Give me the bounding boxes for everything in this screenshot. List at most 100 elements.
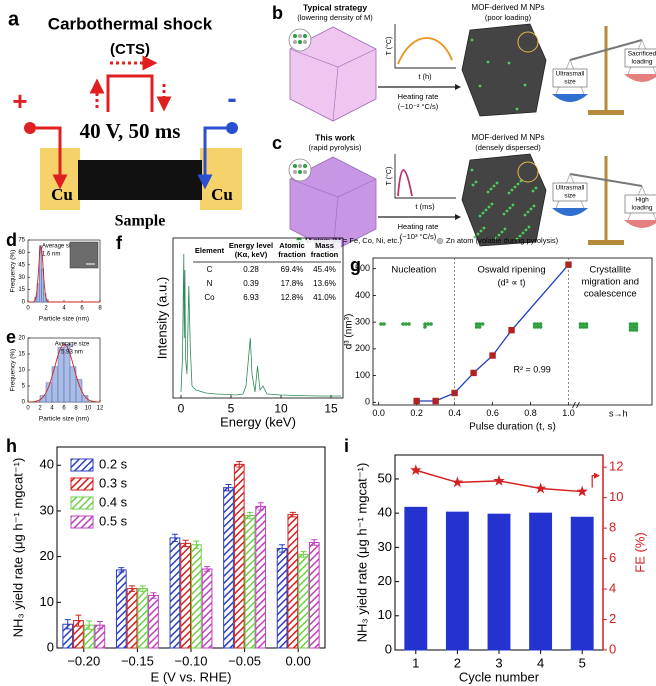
table-cell: 6.93 — [243, 293, 259, 302]
bar — [233, 463, 245, 649]
error-bar — [96, 621, 103, 630]
x-tick-label: −0.05 — [228, 654, 261, 669]
pan-label: loading — [632, 205, 653, 212]
cluster-atom — [477, 325, 482, 329]
y-tick-label: 40 — [40, 457, 54, 472]
nanoparticle — [497, 233, 501, 237]
cluster-atom — [535, 325, 540, 329]
nanoparticle — [474, 180, 478, 184]
error-bar — [225, 483, 232, 492]
y-tick-label: 10 — [18, 368, 25, 374]
table-header: Element — [195, 246, 225, 255]
x-tick-label: 15 — [324, 402, 338, 416]
nanoparticle — [490, 202, 494, 206]
y-tick-label: 15 — [18, 352, 25, 358]
y-tick-label: 30 — [40, 502, 54, 517]
cluster-atom — [538, 322, 543, 326]
error-bar — [193, 540, 200, 549]
strategy-title: This work — [315, 132, 355, 142]
region-label: Oswald ripening — [477, 265, 545, 276]
sample-label: Sample — [115, 213, 166, 230]
cluster-atom — [631, 328, 636, 332]
y-tick-label: 45 — [18, 262, 25, 268]
cluster-atom — [634, 322, 639, 326]
nanoparticle — [523, 83, 527, 87]
cluster-atom — [480, 322, 485, 326]
y-axis-label: d³ (nm³) — [344, 314, 355, 350]
data-point — [565, 261, 572, 268]
nanoparticle — [518, 234, 522, 238]
x-tick-label: −0.15 — [121, 654, 154, 669]
table-header: fraction — [278, 250, 306, 259]
data-point — [493, 474, 505, 486]
error-bar — [311, 539, 318, 546]
nanoparticle — [503, 227, 507, 231]
wire — [197, 126, 226, 190]
bar — [201, 568, 213, 649]
x-tick-label: 0.2 — [410, 408, 423, 418]
rate-label: Heating rate — [398, 92, 439, 101]
nanoparticle — [505, 209, 509, 213]
carbon-matrix — [461, 153, 547, 247]
nanoparticle — [481, 211, 485, 215]
terminal — [226, 122, 238, 134]
histogram-bar — [57, 347, 65, 403]
nanoparticle — [492, 184, 496, 188]
x-tick-label: −0.20 — [67, 654, 100, 669]
strategy-note: (lowering density of M) — [297, 13, 373, 22]
electrode-label: Cu — [51, 185, 73, 204]
y-tick-label: 0 — [47, 639, 54, 654]
subtitle: (CTS) — [110, 41, 150, 58]
nanoparticle — [494, 236, 498, 240]
table-cell: 0.39 — [243, 279, 259, 288]
cluster-atom — [401, 322, 405, 326]
region-label: Crystallite — [589, 265, 631, 276]
strategy-note: (rapid pyrolysis) — [309, 143, 362, 152]
x-tick-label: −0.10 — [175, 654, 208, 669]
cluster-atom — [628, 328, 633, 332]
x-tick-label: 4 — [50, 405, 54, 411]
minus-sign: - — [227, 82, 236, 113]
mini-axis — [394, 154, 456, 199]
cluster-atom — [477, 322, 482, 326]
legend-swatch — [70, 496, 94, 510]
cluster-atom — [407, 322, 411, 326]
panel-letter: b — [272, 3, 283, 23]
x-tick-label: 4 — [62, 305, 66, 311]
table-header: Energy level — [229, 241, 273, 250]
atom — [303, 164, 307, 168]
error-bar — [139, 585, 146, 592]
mini-axis-label: T (°C) — [385, 167, 393, 186]
x-tick-label: s→h — [609, 408, 628, 418]
pan-label-box — [552, 68, 588, 88]
data-point — [413, 397, 420, 405]
panel-letter: e — [6, 327, 16, 347]
error-bar — [182, 539, 189, 548]
y-tick-label: 30 — [18, 275, 25, 281]
nanoparticle — [471, 183, 475, 187]
nanoparticle — [502, 212, 506, 216]
atom — [298, 164, 302, 168]
x-tick-label: 2 — [38, 405, 42, 411]
plus-sign: + — [12, 86, 27, 116]
fit-curve — [27, 343, 100, 403]
table-cell: 41.0% — [313, 293, 336, 302]
bar — [180, 542, 191, 649]
nanoparticle — [529, 207, 533, 211]
atom — [293, 170, 297, 174]
error-bar — [75, 614, 82, 627]
bar — [287, 514, 299, 649]
bar — [570, 516, 594, 651]
bar — [169, 537, 181, 649]
data-point — [410, 464, 422, 476]
region-label: (d³ ∝ t) — [498, 277, 526, 287]
y-tick-label: 15 — [18, 287, 25, 293]
axis-break — [572, 401, 580, 409]
bar — [137, 588, 149, 649]
nanoparticle — [484, 208, 488, 212]
cluster-atom — [631, 322, 636, 326]
nanoparticle — [470, 38, 474, 42]
table-cell: Co — [204, 293, 215, 302]
legend-swatch — [70, 515, 94, 529]
error-bar — [118, 567, 125, 573]
